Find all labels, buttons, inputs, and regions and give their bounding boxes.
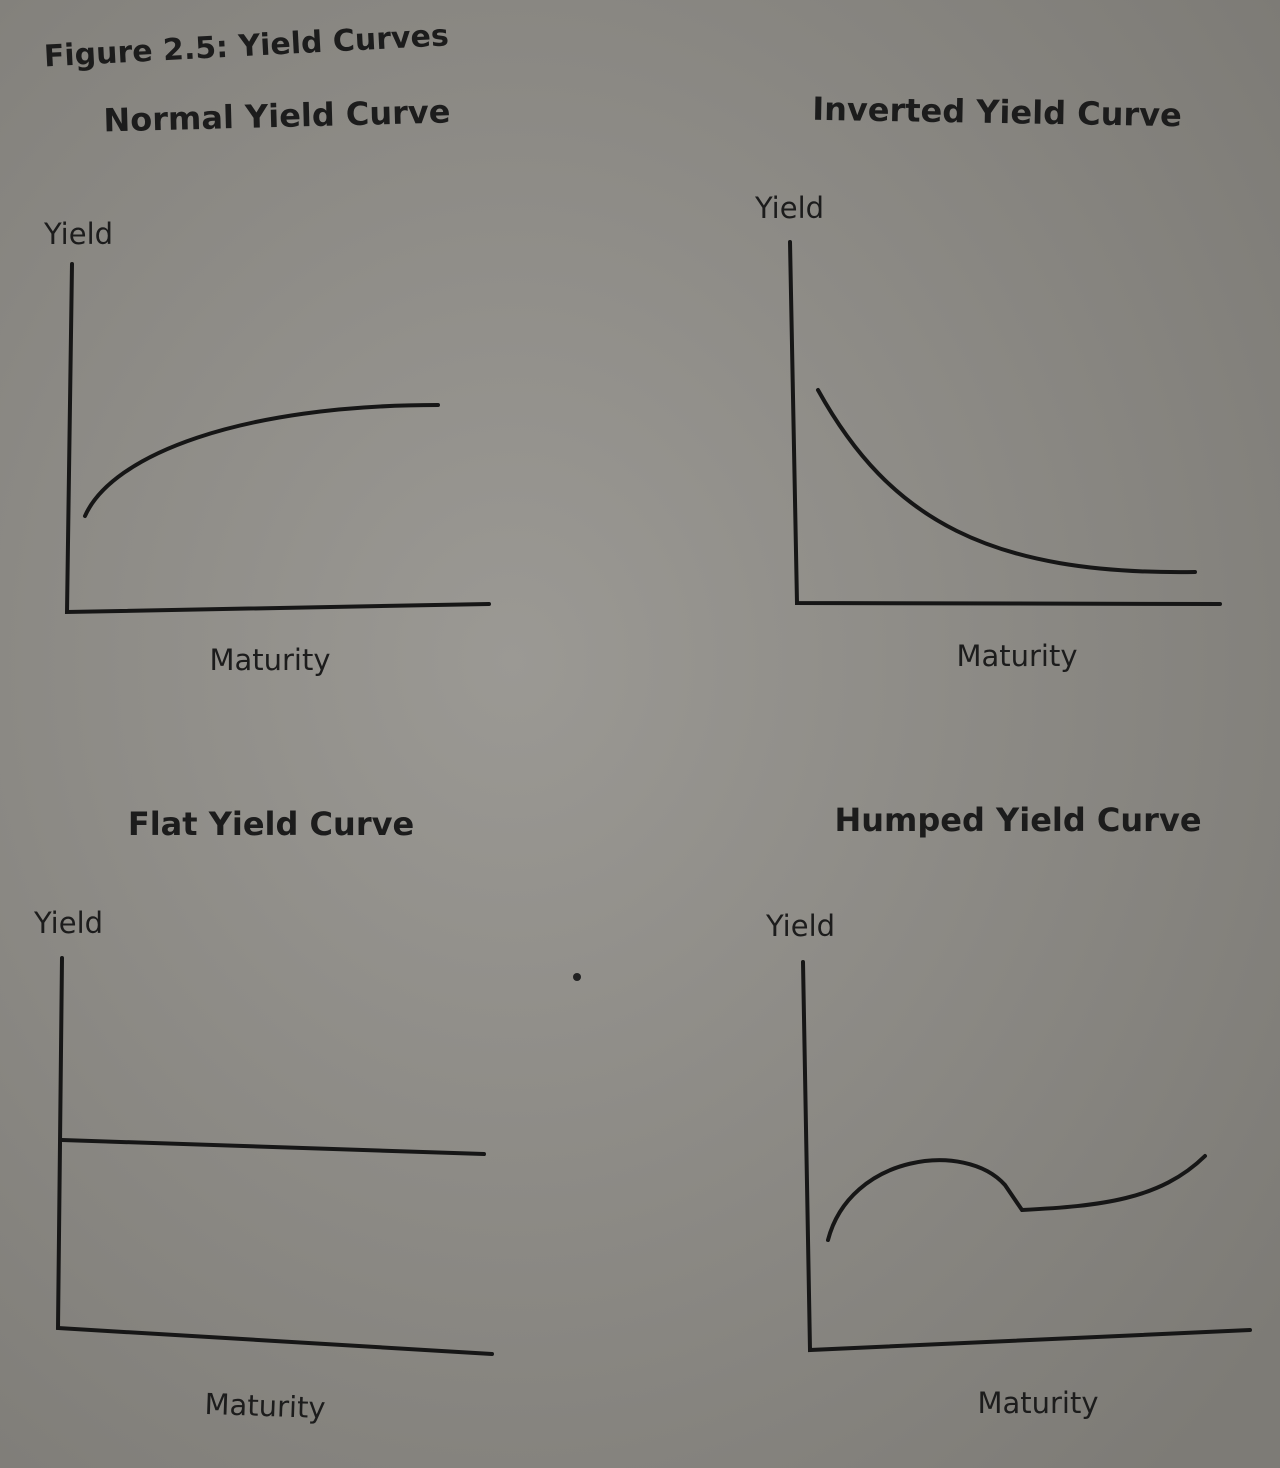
axes	[55, 956, 494, 1356]
y-axis-label: Yield	[33, 906, 103, 940]
x-axis-label: Maturity	[209, 643, 330, 677]
curve	[60, 1138, 486, 1156]
y-axis-label: Yield	[765, 909, 835, 943]
panel-inverted: Inverted Yield Curve Yield Maturity	[754, 90, 1222, 673]
axes	[801, 960, 1252, 1353]
curve	[816, 388, 1197, 575]
panel-title: Humped Yield Curve	[834, 801, 1201, 839]
curve	[826, 1154, 1207, 1242]
x-axis-label: Maturity	[977, 1386, 1098, 1420]
speck	[573, 973, 581, 981]
x-axis-label: Maturity	[956, 639, 1077, 673]
panel-title: Flat Yield Curve	[128, 805, 414, 843]
panel-normal: Normal Yield Curve Yield Maturity	[43, 92, 491, 677]
panel-flat: Flat Yield Curve Yield Maturity	[33, 805, 494, 1425]
y-axis-label: Yield	[754, 191, 824, 225]
panel-title: Inverted Yield Curve	[812, 90, 1182, 134]
x-axis-label: Maturity	[204, 1387, 326, 1425]
y-axis-label: Yield	[43, 217, 113, 251]
curve	[83, 403, 440, 518]
panel-title: Normal Yield Curve	[103, 92, 451, 139]
axes	[788, 240, 1222, 606]
panel-humped: Humped Yield Curve Yield Maturity	[765, 801, 1252, 1420]
axes	[64, 262, 491, 615]
